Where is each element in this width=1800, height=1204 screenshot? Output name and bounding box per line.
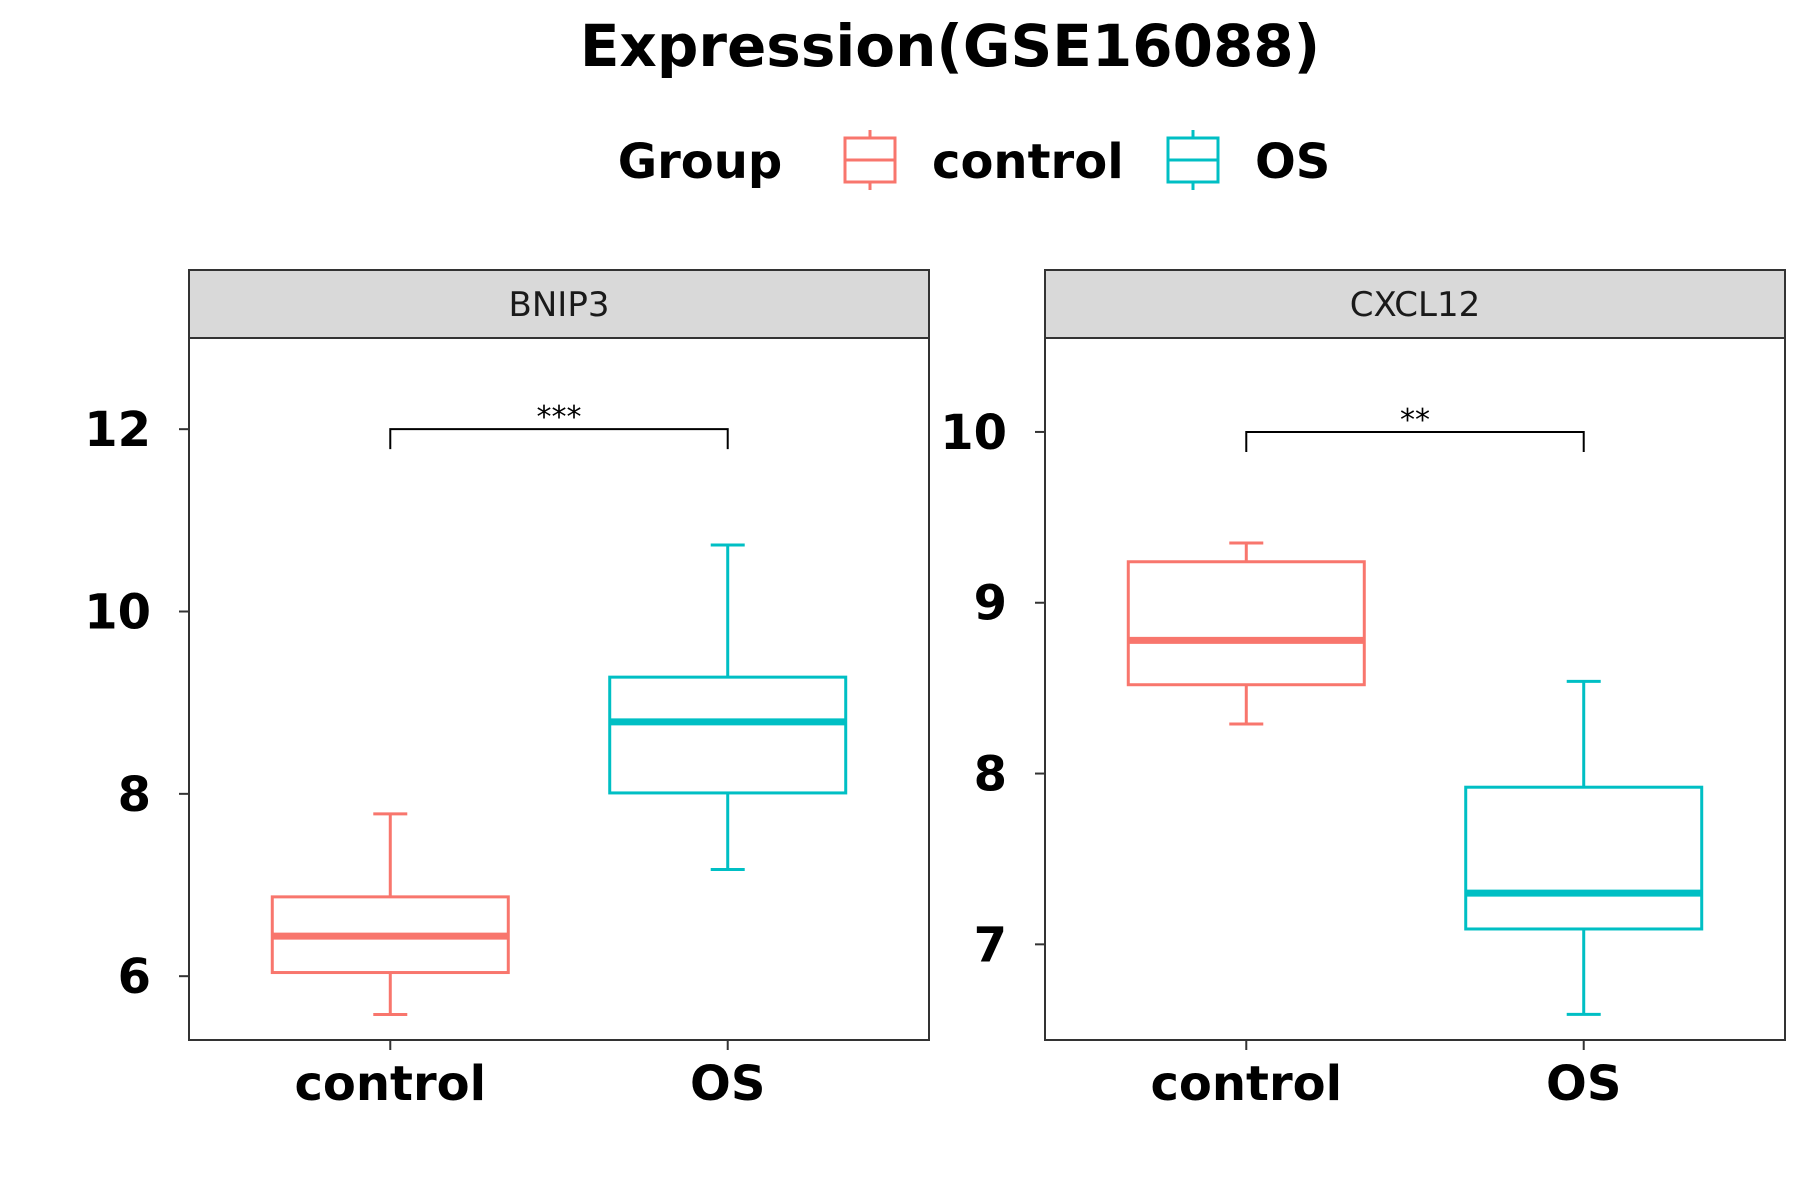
significance-label: *** [537, 400, 582, 435]
y-tick-label: 8 [974, 747, 1007, 803]
x-tick-label: OS [1546, 1056, 1621, 1112]
panel-border [188, 337, 930, 1041]
legend: Group control OS [618, 130, 1330, 190]
legend-key-os [1166, 130, 1220, 190]
panel-bnip3: BNIP3 6 8 10 12 control OS *** [84, 269, 930, 1112]
panel-cxcl12: CXCL12 7 8 9 10 control OS ** [940, 269, 1786, 1112]
box-os [1464, 679, 1704, 1016]
box-control [270, 812, 510, 1016]
significance-bracket [389, 428, 729, 450]
legend-title: Group [618, 134, 783, 190]
significance-bracket [1245, 430, 1585, 452]
facet-strip-label: BNIP3 [509, 285, 610, 325]
x-tick-label: OS [690, 1056, 765, 1112]
y-tick-label: 9 [974, 576, 1007, 632]
facet-strip-label: CXCL12 [1350, 285, 1481, 325]
y-tick-label: 12 [84, 402, 151, 458]
y-tick-label: 8 [118, 767, 151, 823]
legend-label-control: control [932, 134, 1124, 190]
x-tick-label: control [294, 1056, 486, 1112]
box-control [1126, 541, 1366, 726]
x-tick-label: control [1150, 1056, 1342, 1112]
legend-key-control [843, 130, 897, 190]
facet-strip [188, 269, 930, 339]
significance-label: ** [1400, 403, 1430, 438]
box-os [608, 543, 848, 872]
box-iqr [608, 675, 848, 795]
y-tick-label: 10 [940, 405, 1007, 461]
y-tick-label: 7 [974, 917, 1007, 973]
box-iqr [1464, 785, 1704, 931]
panel-border [1044, 337, 1786, 1041]
facet-strip [1044, 269, 1786, 339]
chart-title: Expression(GSE16088) [580, 12, 1320, 80]
legend-label-os: OS [1255, 134, 1330, 190]
y-tick-label: 6 [118, 949, 151, 1005]
y-tick-label: 10 [84, 585, 151, 641]
box-iqr [1126, 560, 1366, 687]
